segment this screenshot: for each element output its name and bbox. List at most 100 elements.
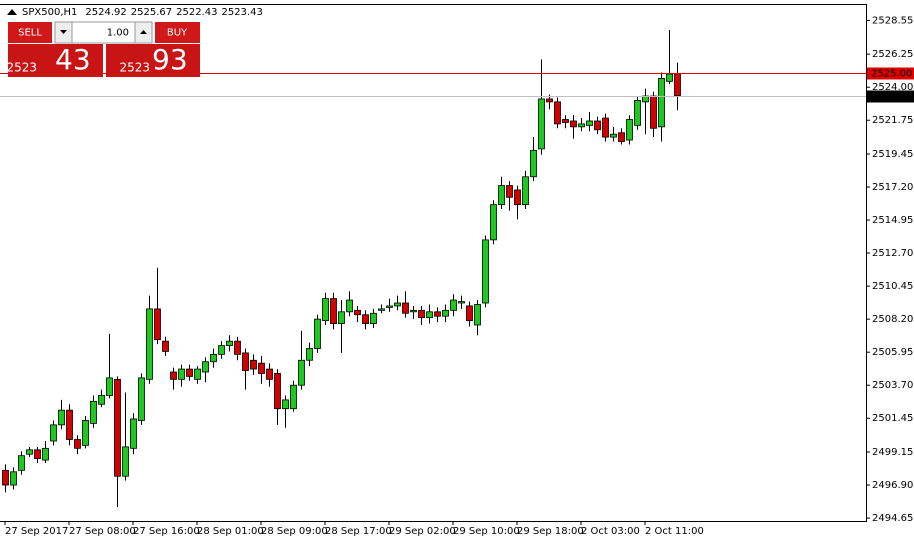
candle-body [290,384,297,410]
up-arrow [140,30,147,34]
x-tick-label: 29 Sep 18:00 [517,526,584,537]
x-tick-label: 2 Oct 11:00 [645,526,704,537]
candle-body [554,101,561,125]
candle-body [626,119,633,141]
candle-body [618,132,625,142]
candle-body [402,302,409,314]
candle-body [26,449,33,455]
candle-body [138,377,145,421]
candle-body [458,301,465,304]
price-tag-label: 2523.43 [871,92,912,103]
candle-body [50,424,57,442]
candle-body [154,308,161,341]
candle-body [386,305,393,308]
candle-body [586,120,593,126]
x-tick-label: 27 Sep 08:00 [69,526,136,537]
x-tick-label: 2 Oct 03:00 [581,526,640,537]
candle-body [610,133,617,138]
candle-body [666,73,673,82]
candle-body [602,117,609,138]
y-tick-label: 2499.15 [872,447,913,458]
candle-body [570,120,577,128]
candle-body [266,368,273,380]
candle-body [410,309,417,313]
y-tick-label: 2508.20 [872,314,913,325]
candle-body [306,348,313,361]
candle-body [506,185,513,198]
header-value: 2525.67 [131,7,172,18]
y-tick-label: 2501.45 [872,413,913,424]
candle-body [234,340,241,355]
candle-body [74,439,81,449]
y-tick-label: 2517.20 [872,182,913,193]
candle-body [122,446,129,477]
ask-big: 2523 [119,61,150,75]
candle-body [674,73,681,96]
candle-body [98,395,105,405]
x-tick-label: 27 Sep 2017 [5,526,68,537]
candle-body [490,204,497,241]
y-tick-label: 2514.95 [872,215,913,226]
candle-body [362,314,369,324]
collapse-icon[interactable] [7,9,17,15]
y-tick-label: 2505.95 [872,347,913,358]
candle-body [658,77,665,128]
candle-body [298,359,305,386]
y-tick-label: 2510.45 [872,281,913,292]
candle-body [474,304,481,326]
trade-panel: SELL 1.00 BUY 2523 43 2523 93 [6,21,200,77]
bid-small: 43 [55,43,91,76]
candle-body [114,378,121,477]
y-tick-label: 2521.75 [872,115,913,126]
y-tick-label: 2503.70 [872,380,913,391]
symbol: SPX500,H1 [22,7,77,18]
buy-button[interactable] [155,22,200,43]
candle-body [170,371,177,380]
price-tag [867,90,914,103]
candle-body [530,149,537,178]
candle-body [330,298,337,324]
candle-body [346,299,353,313]
candle-body [450,299,457,311]
candle-body [242,352,249,371]
x-tick-label: 27 Sep 16:00 [133,526,200,537]
candle-body [106,377,113,396]
x-tick-label: 29 Sep 02:00 [389,526,456,537]
header-value: 2523.43 [221,7,262,18]
y-tick-label: 2494.65 [872,513,913,524]
candle-body [178,368,185,380]
candle-body [10,471,17,486]
header-value: 2522.43 [176,7,217,18]
candle-body [538,98,545,150]
x-tick-label: 28 Sep 01:00 [197,526,264,537]
candle-body [18,455,25,471]
volume-value: 1.00 [107,28,129,39]
candle-body [370,312,377,324]
candle-body [594,120,601,131]
x-tick-label: 29 Sep 10:00 [453,526,520,537]
sell-label: SELL [18,28,42,39]
price-tag [867,67,914,80]
header-value: 2524.92 [85,7,126,18]
candle-body [226,340,233,346]
y-tick-label: 2496.90 [872,480,913,491]
candle-body [650,95,657,129]
bid-box[interactable] [8,44,103,77]
candle-body [418,309,425,319]
candle-body [42,447,49,461]
candle-body [426,311,433,319]
candle-body [498,185,505,206]
candle-body [250,359,257,370]
y-tick-label: 2512.70 [872,248,913,259]
candle-body [82,420,89,446]
ask-box[interactable] [106,44,200,77]
candle-body [546,98,553,103]
y-tick-label: 2526.25 [872,49,913,60]
sell-button[interactable] [8,22,52,43]
candle-body [90,400,97,424]
candle-body [322,298,329,322]
candle-body [338,311,345,324]
down-arrow [60,30,67,34]
candle-body [210,353,217,363]
